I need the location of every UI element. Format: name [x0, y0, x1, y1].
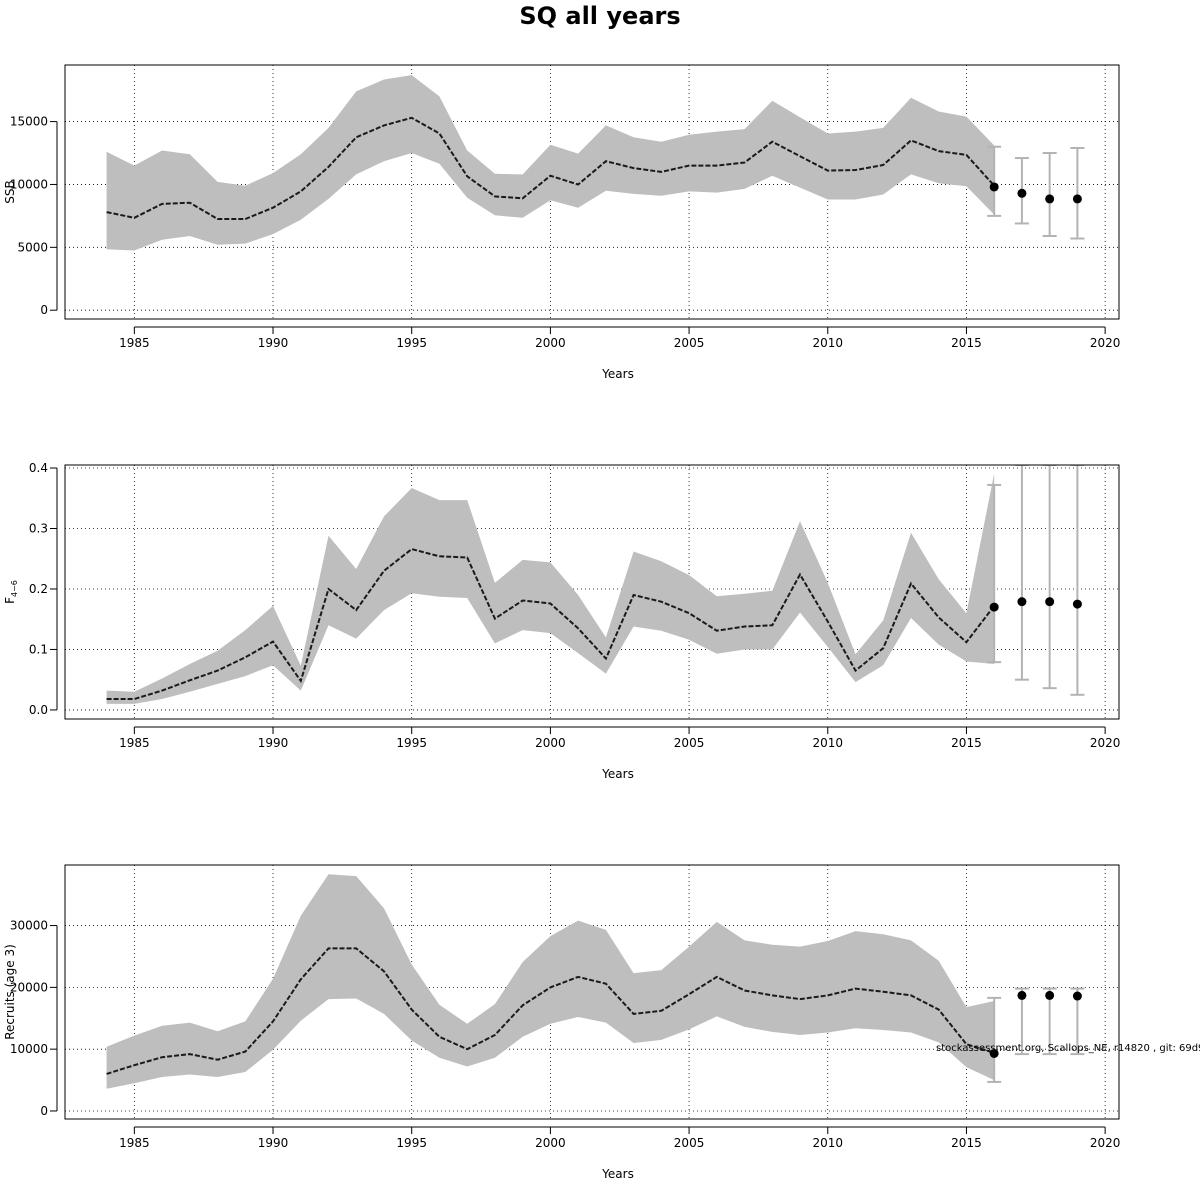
f-x-tick-label: 1995 — [396, 736, 427, 750]
recruits-projection-point — [1017, 990, 1027, 1000]
recruits-x-axis-label: Years — [601, 1167, 634, 1181]
f-plot-frame — [64, 464, 1120, 720]
ssb-y-tick-label: 0 — [40, 303, 48, 317]
ssb-panel: 1985 1990 1995 2000 2005 2010 2015 2020 Years 0 50… — [3, 64, 1121, 381]
ssb-x-tick-label: 2015 — [951, 336, 982, 350]
f-x-tick-label: 2000 — [535, 736, 566, 750]
recruits-x-tick-label: 1985 — [119, 1136, 150, 1150]
recruits-plot-frame — [64, 864, 1120, 1120]
ssb-y-axis-label: SSB — [3, 180, 17, 203]
recruits-y-tick-label: 20000 — [10, 980, 48, 994]
ssb-projection-point — [1017, 188, 1027, 198]
recruits-projection — [987, 987, 1085, 1083]
recruits-x-tick-label: 1990 — [258, 1136, 289, 1150]
ssb-x-tick-label: 1995 — [396, 336, 427, 350]
ssb-projection-point — [989, 182, 999, 192]
recruits-panel: 1985 1990 1995 2000 2005 2010 2015 2020 Years 0 10… — [3, 864, 1121, 1181]
f-y-tick-label: 0.1 — [29, 642, 48, 656]
chart-title: SQ all years — [519, 2, 680, 30]
ssb-projection-point — [1072, 194, 1082, 204]
recruits-projection-point — [989, 1048, 999, 1058]
recruits-x-tick-label: 2000 — [535, 1136, 566, 1150]
recruits-x-tick-label: 2015 — [951, 1136, 982, 1150]
f-panel: 1985 1990 1995 2000 2005 2010 2015 2020 Years 0.0… — [3, 461, 1120, 781]
recruits-y-axis-label: Recruits (age 3) — [3, 944, 17, 1040]
f-projection-point — [989, 602, 999, 612]
f-y-tick-label: 0.2 — [29, 582, 48, 596]
f-y-tick-label: 0.3 — [29, 522, 48, 536]
f-projection-point — [1072, 599, 1082, 609]
f-y-tick-label: 0.0 — [29, 703, 48, 717]
ssb-x-tick-label: 1985 — [119, 336, 150, 350]
ssb-x-tick-label: 2000 — [535, 336, 566, 350]
ssb-y-tick-label: 5000 — [17, 240, 48, 254]
ssb-plot-frame — [64, 64, 1120, 320]
f-y-axis-label: F4−6 — [3, 580, 19, 604]
ssb-estimate-line — [106, 116, 995, 220]
recruits-y-tick-label: 30000 — [10, 919, 48, 933]
f-x-tick-label: 2020 — [1090, 736, 1121, 750]
ssb-projection-point — [1045, 194, 1055, 204]
ssb-projection — [987, 145, 1085, 240]
ssb-confidence-band — [106, 75, 995, 251]
recruits-estimate-line — [106, 947, 995, 1075]
f-x-tick-label: 1990 — [258, 736, 289, 750]
ssb-x-tick-label: 1990 — [258, 336, 289, 350]
ssb-x-tick-label: 2020 — [1090, 336, 1121, 350]
recruits-x-tick-label: 2020 — [1090, 1136, 1121, 1150]
recruits-x-tick-label: 2010 — [812, 1136, 843, 1150]
f-x-tick-label: 2015 — [951, 736, 982, 750]
f-projection-point — [1017, 597, 1027, 607]
f-x-tick-label: 2005 — [674, 736, 705, 750]
ssb-x-tick-label: 2010 — [812, 336, 843, 350]
ssb-x-axis-label: Years — [601, 367, 634, 381]
ssb-x-tick-label: 2005 — [674, 336, 705, 350]
recruits-projection-point — [1045, 990, 1055, 1000]
recruits-y-tick-label: 10000 — [10, 1042, 48, 1056]
f-x-tick-label: 2010 — [812, 736, 843, 750]
footnote: stockassessment.org, Scallops_NE, r14820… — [936, 1043, 1200, 1054]
ssb-y-tick-label: 15000 — [10, 115, 48, 129]
f-projection-point — [1045, 597, 1055, 607]
f-x-axis-label: Years — [601, 767, 634, 781]
recruits-x-tick-label: 1995 — [396, 1136, 427, 1150]
recruits-projection-point — [1072, 991, 1082, 1001]
ssb-y-tick-label: 10000 — [10, 177, 48, 191]
recruits-x-tick-label: 2005 — [674, 1136, 705, 1150]
f-projection — [987, 465, 1085, 696]
recruits-confidence-band — [106, 874, 995, 1089]
f-estimate-line — [106, 548, 995, 700]
f-y-tick-label: 0.4 — [29, 461, 48, 475]
recruits-y-tick-label: 0 — [40, 1104, 48, 1118]
f-confidence-band — [106, 473, 995, 704]
f-x-tick-label: 1985 — [119, 736, 150, 750]
